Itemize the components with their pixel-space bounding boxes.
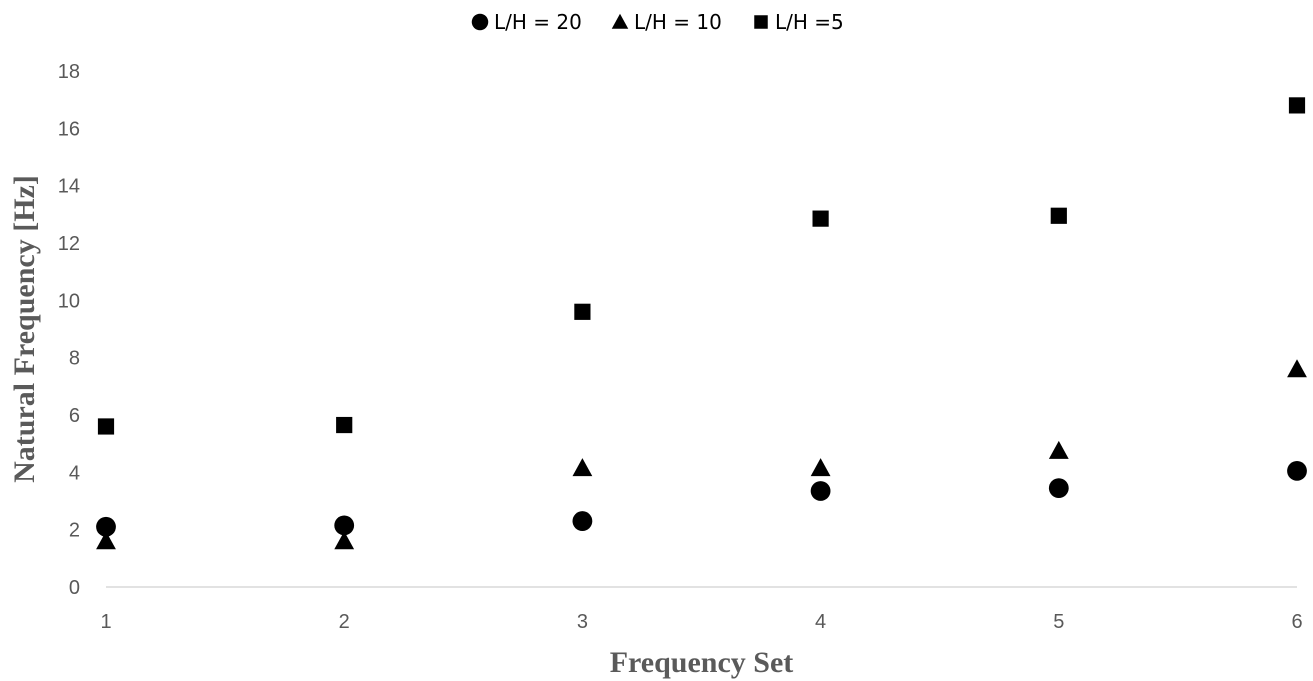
data-point-square	[336, 416, 353, 434]
x-tick-label: 6	[1291, 611, 1302, 633]
y-tick-label: 2	[69, 520, 80, 542]
data-point-square	[1050, 207, 1067, 224]
y-tick-label: 6	[69, 405, 80, 427]
x-tick-label: 2	[339, 611, 350, 633]
legend-label: L/H = 20	[494, 10, 582, 34]
data-point-circle	[810, 481, 831, 501]
legend-label: L/H = 10	[634, 10, 722, 34]
data-point-triangle	[96, 531, 116, 550]
data-point-triangle	[334, 531, 355, 550]
x-tick-label: 4	[815, 611, 826, 633]
data-point-square	[97, 418, 115, 435]
legend-label: L/H =5	[775, 10, 844, 34]
legend-item: L/H = 10	[611, 10, 722, 34]
data-point-triangle	[1048, 440, 1069, 459]
y-tick-label: 0	[69, 577, 80, 599]
legend-item: L/H = 20	[471, 10, 582, 34]
legend: L/H = 20 L/H = 10 L/H =5	[471, 10, 844, 34]
data-point-circle	[572, 511, 593, 531]
y-tick-label: 14	[58, 176, 80, 198]
x-tick-label: 3	[577, 611, 588, 633]
y-axis-title: Natural Frequency [Hz]	[8, 175, 41, 483]
data-point-circle	[96, 516, 116, 537]
x-tick-label: 1	[100, 611, 111, 633]
data-point-square	[574, 303, 591, 320]
legend-marker-circle	[471, 13, 489, 31]
legend-marker-square	[754, 15, 768, 29]
y-tick-label: 16	[58, 118, 80, 140]
y-tick-label: 8	[69, 348, 80, 370]
y-axis-ticks: 0 2 4 6 8 10 12 14 16 18	[58, 61, 80, 599]
data-point-triangle	[1287, 359, 1307, 378]
data-point-circle	[334, 515, 355, 536]
data-markers	[96, 97, 1307, 550]
y-tick-label: 10	[58, 290, 80, 312]
legend-marker-triangle	[611, 13, 629, 29]
data-point-square	[812, 210, 829, 227]
y-tick-label: 12	[58, 233, 80, 255]
x-axis-ticks: 1 2 3 4 5 6	[100, 611, 1302, 633]
y-tick-label: 18	[58, 61, 80, 83]
y-tick-label: 4	[69, 462, 80, 484]
data-point-triangle	[810, 458, 831, 477]
x-tick-label: 5	[1053, 611, 1064, 633]
legend-item: L/H =5	[754, 10, 844, 34]
data-point-triangle	[572, 458, 593, 477]
data-point-circle	[1048, 478, 1069, 498]
x-axis-title: Frequency Set	[610, 646, 794, 679]
data-point-square	[1288, 97, 1306, 114]
data-point-circle	[1287, 461, 1307, 481]
